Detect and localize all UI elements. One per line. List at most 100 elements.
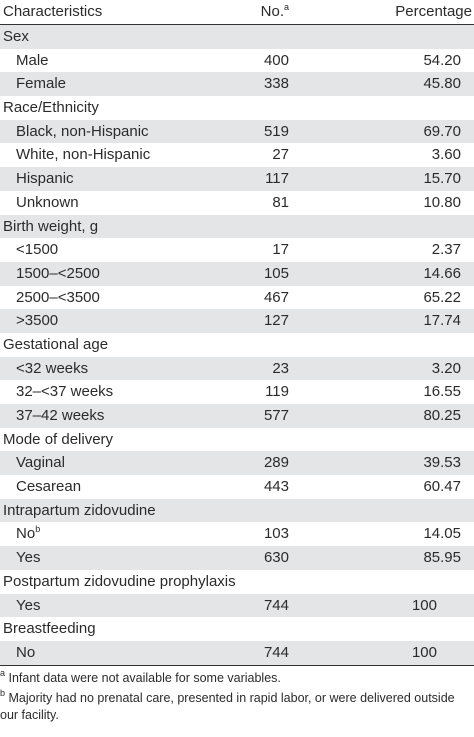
- section-row: Mode of delivery: [0, 428, 474, 452]
- percent-cell: 3.60: [431, 146, 461, 164]
- data-row: 37–42 weeks 577 80.25: [0, 404, 474, 428]
- count-cell: 127: [263, 312, 289, 330]
- percent-cell: 54.20: [423, 51, 461, 69]
- label-cell: Male: [16, 49, 49, 73]
- data-row: Male 400 54.20: [0, 49, 474, 73]
- data-row: No 744 100: [0, 640, 474, 665]
- label: Yes: [16, 596, 41, 614]
- count-cell: 744: [263, 643, 289, 661]
- count-cell: 105: [263, 264, 289, 282]
- count-cell: 519: [263, 122, 289, 140]
- label: No: [16, 525, 36, 543]
- data-row: >3500 127 17.74: [0, 309, 474, 333]
- count-cell: 117: [265, 170, 289, 188]
- percent-cell: 65.22: [423, 288, 461, 306]
- label: 1500–<2500: [16, 264, 100, 282]
- percent-cell: 60.47: [423, 478, 461, 496]
- footnote: a Infant data were not available for som…: [0, 668, 474, 687]
- data-row: White, non-Hispanic 27 3.60: [0, 143, 474, 167]
- label: Breastfeeding: [3, 620, 96, 638]
- label-cell: White, non-Hispanic: [16, 143, 150, 167]
- percent-cell: 14.05: [423, 525, 461, 543]
- data-row: Female 338 45.80: [0, 72, 474, 97]
- label: Mode of delivery: [3, 430, 114, 448]
- count-cell: 119: [265, 383, 289, 401]
- label-cell: <32 weeks: [16, 357, 88, 381]
- label: Postpartum zidovudine prophylaxis: [3, 572, 236, 590]
- label: Sex: [3, 28, 29, 45]
- count-cell: 467: [263, 288, 289, 306]
- label-cell: 1500–<2500: [16, 262, 100, 286]
- count-cell: 17: [272, 241, 289, 259]
- header-cell: Characteristics: [3, 3, 103, 20]
- percent-cell: 3.20: [431, 359, 461, 377]
- label-cell: <1500: [16, 238, 58, 262]
- label: Unknown: [16, 193, 79, 211]
- label: >3500: [16, 312, 59, 330]
- section-row: Intrapartum zidovudine: [0, 498, 474, 523]
- percent-cell: 17.74: [423, 312, 461, 330]
- header-text: No.: [260, 3, 284, 20]
- data-row: Nob 103 14.05: [0, 522, 474, 546]
- label: Cesarean: [16, 478, 82, 496]
- percent-cell: 100: [411, 643, 437, 661]
- count-cell: 744: [263, 596, 289, 614]
- label-cell: No: [16, 641, 35, 665]
- section-row: Breastfeeding: [0, 617, 474, 641]
- label-cell: Intrapartum zidovudine: [3, 499, 156, 523]
- data-row: 2500–<3500 467 65.22: [0, 286, 474, 310]
- label-cell: Vaginal: [16, 451, 65, 475]
- data-row: Black, non-Hispanic 519 69.70: [0, 119, 474, 144]
- label: No: [16, 643, 36, 661]
- footnote-text: Majority had no prenatal care, presented…: [0, 691, 455, 722]
- data-row: Vaginal 289 39.53: [0, 451, 474, 476]
- label: 37–42 weeks: [16, 407, 105, 424]
- label: 2500–<3500: [16, 288, 100, 306]
- percent-cell: 2.37: [431, 241, 461, 259]
- label-cell: Postpartum zidovudine prophylaxis: [3, 570, 236, 594]
- label-cell: Mode of delivery: [3, 428, 113, 452]
- percent-cell: 69.70: [423, 122, 461, 140]
- data-row: Hispanic 117 15.70: [0, 167, 474, 191]
- label-cell: Cesarean: [16, 475, 81, 499]
- percent-cell: 100: [411, 596, 437, 614]
- count-cell: 27: [272, 146, 289, 164]
- count-cell: 630: [263, 549, 289, 567]
- label: Female: [16, 75, 67, 93]
- footnote-mark: b: [0, 688, 6, 698]
- label: Black, non-Hispanic: [16, 122, 149, 140]
- footnote-mark: a: [0, 668, 6, 678]
- count-cell: 81: [272, 193, 289, 211]
- footnote: b Majority had no prenatal care, present…: [0, 688, 474, 724]
- percent-cell: 45.80: [423, 75, 461, 93]
- label-cell: Yes: [16, 546, 40, 570]
- data-row: Unknown 81 10.80: [0, 191, 474, 215]
- count-cell: 577: [263, 407, 289, 424]
- label: 32–<37 weeks: [16, 383, 114, 401]
- section-row: Birth weight, g: [0, 214, 474, 239]
- label-cell: Gestational age: [3, 333, 108, 357]
- label-cell: Nob: [16, 522, 40, 546]
- label-cell: Birth weight, g: [3, 215, 98, 239]
- label-cell: Black, non-Hispanic: [16, 120, 149, 144]
- label: White, non-Hispanic: [16, 146, 151, 164]
- count-cell: 289: [263, 454, 289, 472]
- label-cell: Hispanic: [16, 167, 74, 191]
- percent-cell: 85.95: [423, 549, 461, 567]
- data-row: <32 weeks 23 3.20: [0, 356, 474, 381]
- section-row: Postpartum zidovudine prophylaxis: [0, 570, 474, 594]
- label: <32 weeks: [16, 359, 89, 377]
- data-row: 32–<37 weeks 119 16.55: [0, 380, 474, 404]
- label: Yes: [16, 549, 41, 567]
- label: Hispanic: [16, 170, 74, 188]
- data-row: <1500 17 2.37: [0, 238, 474, 262]
- percent-cell: 16.55: [423, 383, 461, 401]
- label-cell: >3500: [16, 309, 58, 333]
- footnote-mark: b: [35, 524, 41, 535]
- table-body: Sex Male 400 54.20 Female 338 45.80 Race/Ethnic…: [0, 25, 474, 665]
- footnote-mark: a: [283, 2, 289, 12]
- data-row: Cesarean 443 60.47: [0, 475, 474, 499]
- footnote-text: Infant data were not available for some …: [8, 671, 281, 685]
- label-cell: Breastfeeding: [3, 617, 96, 641]
